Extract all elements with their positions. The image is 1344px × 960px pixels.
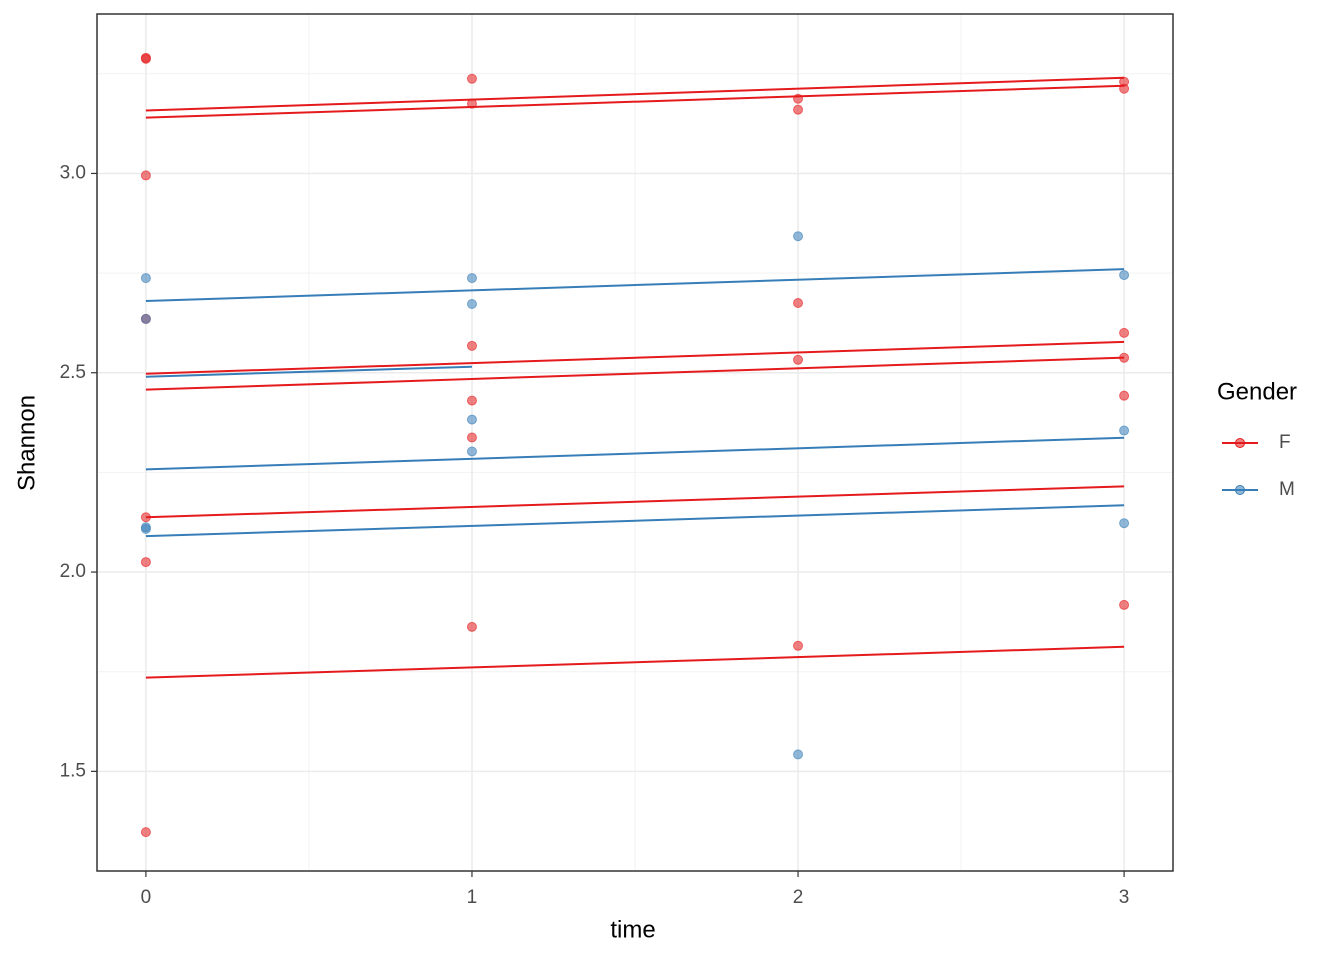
point bbox=[466, 621, 477, 632]
legend-label: F bbox=[1279, 432, 1291, 453]
point bbox=[140, 170, 151, 181]
legend-key-point bbox=[1235, 438, 1245, 448]
point bbox=[1119, 270, 1130, 281]
point bbox=[466, 73, 477, 84]
point bbox=[1119, 390, 1130, 401]
point bbox=[140, 523, 151, 534]
x-tick-label: 2 bbox=[793, 887, 804, 908]
point bbox=[793, 749, 804, 760]
legend-label: M bbox=[1279, 479, 1295, 500]
point bbox=[1119, 599, 1130, 610]
legend-key-point bbox=[1235, 485, 1245, 495]
fit-line bbox=[145, 268, 1125, 302]
point bbox=[1119, 327, 1130, 338]
point bbox=[793, 231, 804, 242]
point bbox=[140, 313, 151, 324]
point bbox=[1119, 518, 1130, 529]
x-tick-label: 3 bbox=[1119, 887, 1130, 908]
y-tick-label: 2.0 bbox=[60, 561, 86, 582]
point bbox=[466, 446, 477, 457]
y-tick-label: 2.5 bbox=[60, 362, 86, 383]
fit-line bbox=[145, 365, 473, 378]
fit-line bbox=[145, 485, 1125, 519]
point bbox=[1119, 425, 1130, 436]
point bbox=[466, 273, 477, 284]
y-tick-label: 1.5 bbox=[60, 760, 86, 781]
fit-line bbox=[145, 340, 1125, 375]
fit-line bbox=[145, 356, 1125, 391]
point bbox=[793, 640, 804, 651]
x-tick-label: 0 bbox=[141, 887, 152, 908]
point bbox=[140, 273, 151, 284]
point bbox=[466, 432, 477, 443]
legend-title: Gender bbox=[1217, 378, 1297, 405]
fit-line bbox=[145, 645, 1125, 679]
point bbox=[466, 298, 477, 309]
y-tick-label: 3.0 bbox=[60, 162, 86, 183]
x-tick-label: 1 bbox=[467, 887, 478, 908]
point bbox=[140, 827, 151, 838]
fit-line bbox=[145, 76, 1125, 112]
point bbox=[793, 104, 804, 115]
point bbox=[466, 395, 477, 406]
x-axis-label: time bbox=[610, 916, 655, 943]
fit-line bbox=[145, 84, 1125, 119]
point bbox=[140, 557, 151, 568]
fit-line bbox=[145, 504, 1125, 538]
point bbox=[793, 354, 804, 365]
point bbox=[466, 340, 477, 351]
y-axis-label: Shannon bbox=[13, 395, 40, 491]
point bbox=[140, 53, 151, 64]
point bbox=[466, 414, 477, 425]
panel-border bbox=[96, 13, 1174, 872]
point bbox=[793, 297, 804, 308]
fit-line bbox=[145, 436, 1125, 471]
